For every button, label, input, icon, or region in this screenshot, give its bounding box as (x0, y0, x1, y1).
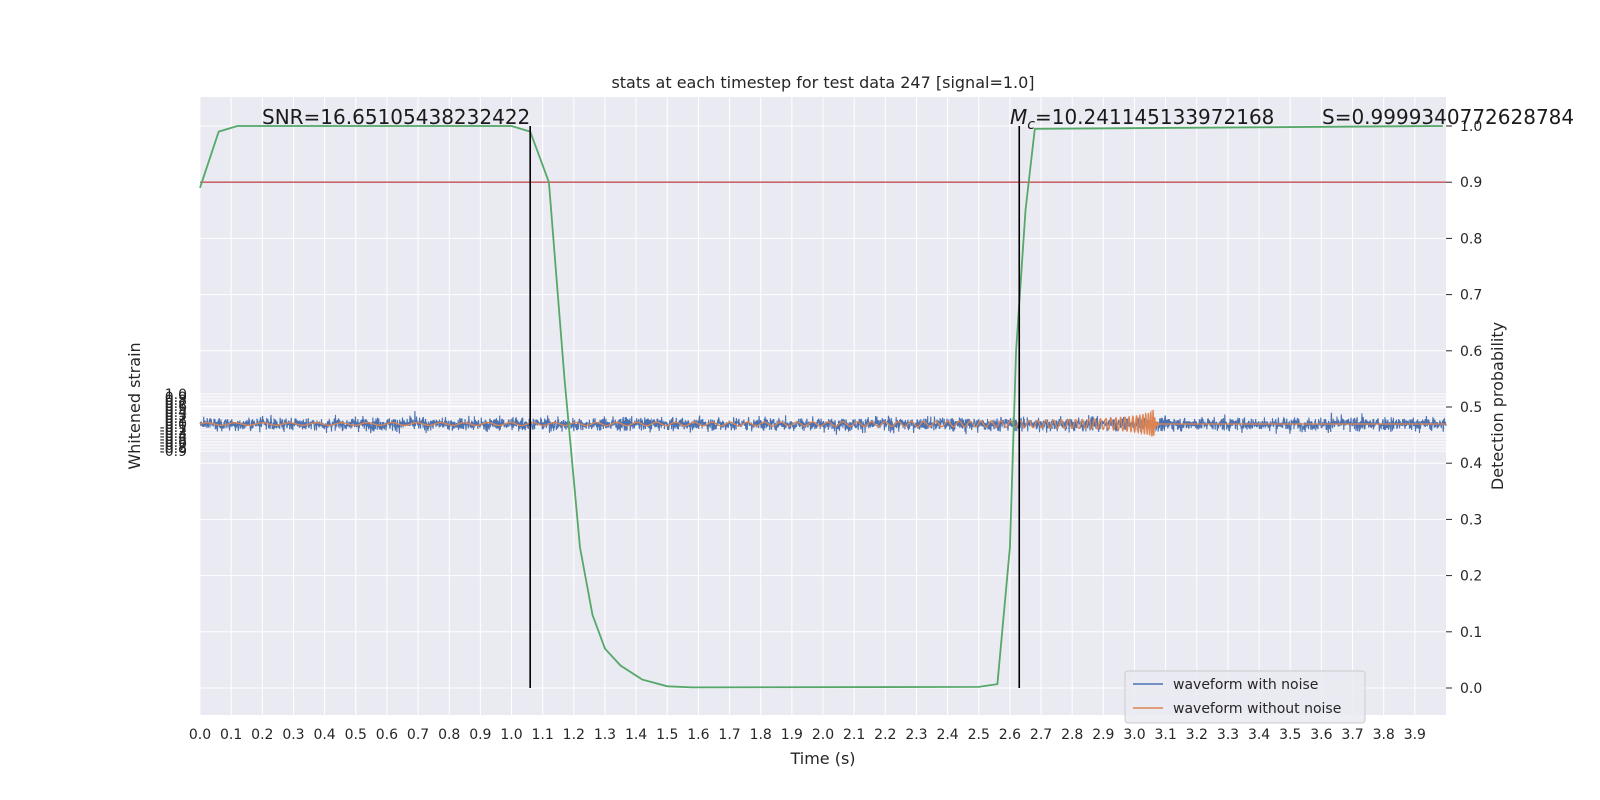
x-tick-label: 1.5 (656, 727, 678, 743)
y2-tick-label: 0.8 (1460, 231, 1482, 247)
x-tick-label: 2.1 (843, 727, 865, 743)
x-ticks: 0.0 0.1 0.2 0.3 0.4 0.5 0.6 0.7 0.8 0.9 1.0 1.1 1.2 1… (189, 727, 1426, 743)
y-tick-label: -0.3 (160, 426, 187, 442)
x-tick-label: 2.5 (968, 727, 990, 743)
y-tick-label: 0.1 (165, 414, 187, 430)
y2-ticks: 1.0 0.9 0.8 0.7 0.6 0.5 0.4 0.3 0.2 0.1 0.0 (1446, 119, 1482, 697)
mc-annotation: Mc=10.241145133972168 (1010, 105, 1274, 133)
series-clean (199, 409, 1446, 437)
y-tick-label: 0.5 (165, 402, 187, 418)
x-tick-label: 1.9 (781, 727, 803, 743)
y2-tick-label: 0.4 (1460, 456, 1482, 472)
x-tick-label: 2.2 (874, 727, 896, 743)
legend-label-noise: waveform with noise (1173, 677, 1318, 693)
y2-tick-label: 0.7 (1460, 288, 1482, 304)
x-tick-label: 0.5 (345, 727, 367, 743)
y-tick-label: -0.5 (160, 432, 187, 448)
x-tick-label: 1.3 (594, 727, 616, 743)
y-tick-label: 0.3 (165, 408, 187, 424)
x-tick-label: 2.0 (812, 727, 834, 743)
y-tick-label: 0.0 (165, 417, 187, 433)
mc-value: =10.241145133972168 (1035, 105, 1274, 129)
x-tick-label: 3.7 (1341, 727, 1363, 743)
y2-tick-label: 0.5 (1460, 400, 1482, 416)
series-line-detection-probability (199, 125, 1443, 689)
x-tick-label: 1.1 (532, 727, 554, 743)
y-tick-label: 0.6 (165, 399, 187, 415)
x-tick-label: 2.8 (1061, 727, 1083, 743)
x-tick-label: 0.3 (282, 727, 304, 743)
series-line-waveform-without-noise (199, 409, 1446, 437)
mc-subscript: c (1027, 117, 1035, 133)
x-axis-label: Time (s) (789, 749, 855, 768)
y-tick-label: 0.8 (165, 393, 187, 409)
y2-tick-label: 0.9 (1460, 175, 1482, 191)
y-tick-label: 0.4 (165, 405, 187, 421)
y2-axis-label: Detection probability (1488, 322, 1507, 490)
y-tick-label: 1.0 (165, 387, 187, 403)
y-tick-label: -0.1 (160, 420, 187, 436)
x-tick-label: 3.6 (1310, 727, 1332, 743)
chart-title: stats at each timestep for test data 247… (611, 73, 1034, 92)
y-tick-label: -0.2 (160, 423, 187, 439)
snr-annotation: SNR=16.65105438232422 (262, 105, 530, 129)
x-tick-label: 0.2 (251, 727, 273, 743)
x-tick-label: 0.7 (407, 727, 429, 743)
x-tick-label: 0.9 (469, 727, 491, 743)
y-axis-label: Whitened strain (125, 342, 144, 469)
mc-symbol: M (1010, 105, 1027, 129)
legend: waveform with noise waveform without noi… (1124, 670, 1366, 724)
x-tick-label: 3.4 (1248, 727, 1270, 743)
x-tick-label: 0.8 (438, 727, 460, 743)
y-tick-label: -0.4 (160, 429, 187, 445)
x-tick-label: 1.7 (718, 727, 740, 743)
vertical-markers (529, 126, 1021, 688)
x-tick-label: 2.7 (1030, 727, 1052, 743)
x-tick-label: 1.0 (500, 727, 522, 743)
x-tick-label: 3.5 (1279, 727, 1301, 743)
y2-tick-label: 0.0 (1460, 681, 1482, 697)
y-tick-label: 0.7 (165, 396, 187, 412)
x-tick-label: 2.3 (905, 727, 927, 743)
x-tick-label: 3.3 (1217, 727, 1239, 743)
y-tick-label: 0.9 (165, 390, 187, 406)
y2-tick-label: 0.2 (1460, 569, 1482, 585)
x-tick-label: 0.6 (376, 727, 398, 743)
legend-box (1124, 670, 1366, 724)
x-tick-label: 3.1 (1155, 727, 1177, 743)
x-tick-label: 1.2 (563, 727, 585, 743)
legend-label-clean: waveform without noise (1173, 701, 1341, 717)
x-tick-label: 2.4 (936, 727, 958, 743)
y2-tick-label: 0.6 (1460, 344, 1482, 360)
y2-tick-label: 1.0 (1460, 119, 1482, 135)
y-tick-label: -0.6 (160, 435, 187, 451)
y-tick-label: -0.9 (160, 444, 187, 460)
y2-tick-label: 0.3 (1460, 512, 1482, 528)
x-tick-label: 0.0 (189, 727, 211, 743)
y-tick-label: -0.8 (160, 441, 187, 457)
y-tick-label: 0.2 (165, 411, 187, 427)
series-probability (199, 125, 1446, 689)
grid (199, 97, 1446, 715)
s-annotation: S=0.9999340772628784 (1322, 105, 1574, 129)
x-tick-label: 2.9 (1092, 727, 1114, 743)
x-tick-label: 0.1 (220, 727, 242, 743)
x-tick-label: 1.8 (750, 727, 772, 743)
x-tick-label: 3.9 (1404, 727, 1426, 743)
y-tick-label: -0.7 (160, 438, 187, 454)
y2-tick-label: 0.1 (1460, 625, 1482, 641)
x-tick-label: 2.6 (999, 727, 1021, 743)
x-tick-label: 3.0 (1123, 727, 1145, 743)
y-ticks: 1.00.90.80.70.60.50.40.30.20.10.0-0.1-0.… (160, 387, 187, 460)
x-tick-label: 1.6 (687, 727, 709, 743)
x-tick-label: 3.8 (1373, 727, 1395, 743)
x-tick-label: 3.2 (1186, 727, 1208, 743)
x-tick-label: 0.4 (313, 727, 335, 743)
x-tick-label: 1.4 (625, 727, 647, 743)
